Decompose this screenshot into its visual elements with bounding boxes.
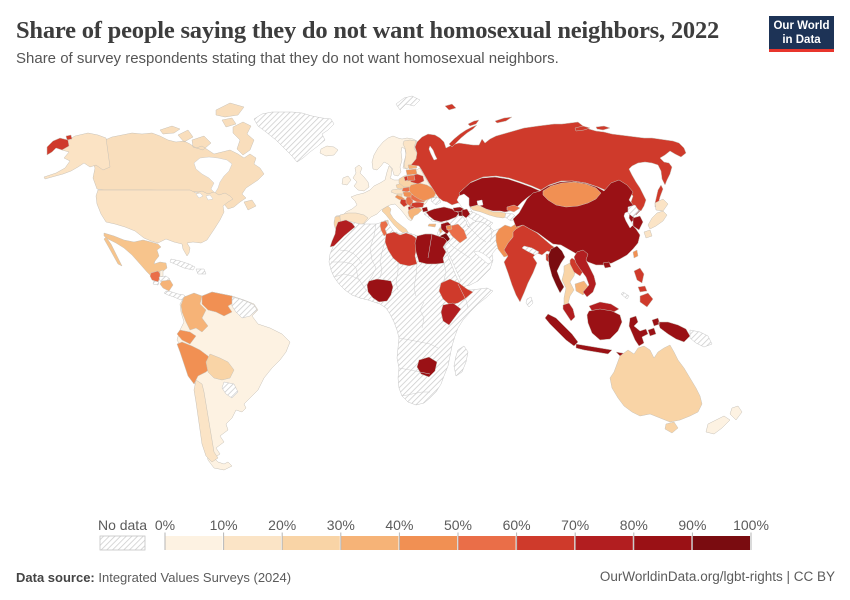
svg-text:40%: 40% bbox=[385, 517, 413, 533]
svg-text:60%: 60% bbox=[503, 517, 531, 533]
svg-text:100%: 100% bbox=[733, 517, 769, 533]
svg-text:70%: 70% bbox=[561, 517, 589, 533]
svg-text:80%: 80% bbox=[620, 517, 648, 533]
svg-text:10%: 10% bbox=[210, 517, 238, 533]
svg-text:20%: 20% bbox=[268, 517, 296, 533]
svg-text:50%: 50% bbox=[444, 517, 472, 533]
svg-text:90%: 90% bbox=[678, 517, 706, 533]
svg-text:No data: No data bbox=[98, 517, 147, 533]
svg-text:0%: 0% bbox=[155, 517, 175, 533]
svg-text:30%: 30% bbox=[327, 517, 355, 533]
